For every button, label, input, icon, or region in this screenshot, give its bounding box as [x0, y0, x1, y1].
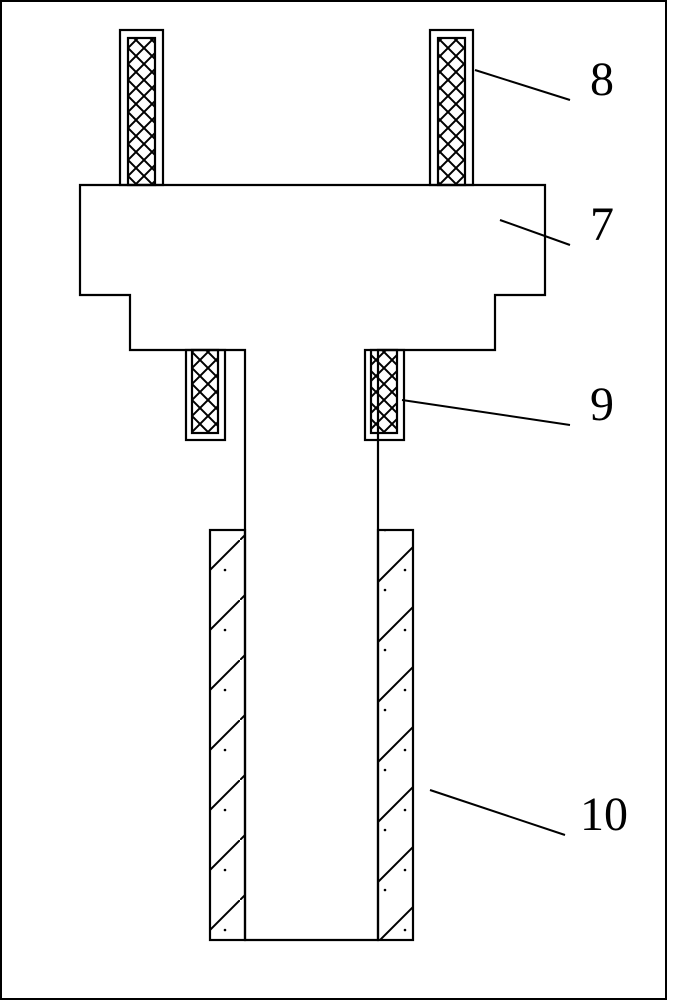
component-9-tabs: [186, 350, 404, 440]
component-7-housing: [80, 185, 545, 940]
component-10-sleeve: [210, 530, 413, 940]
component-8-posts: [120, 30, 473, 185]
label-8: 8: [590, 53, 614, 106]
label-9: 9: [590, 378, 614, 431]
figure-border: [1, 1, 666, 999]
label-7: 7: [590, 198, 614, 251]
label-10: 10: [580, 788, 628, 841]
labels: 8 7 9 10: [580, 53, 628, 841]
technical-diagram: 8 7 9 10: [0, 0, 697, 1000]
